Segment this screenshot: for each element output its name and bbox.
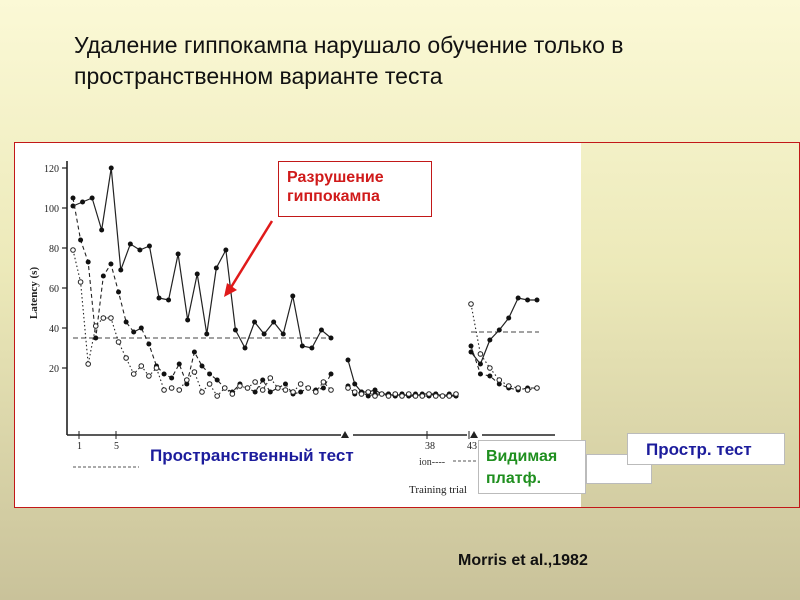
spatial-test-label: Пространственный тест: [146, 445, 358, 467]
citation: Morris et al.,1982: [458, 552, 588, 570]
visible-platform-label: Видимая платф.: [486, 446, 582, 490]
spatial-retest-label: Простр. тест: [646, 440, 752, 460]
